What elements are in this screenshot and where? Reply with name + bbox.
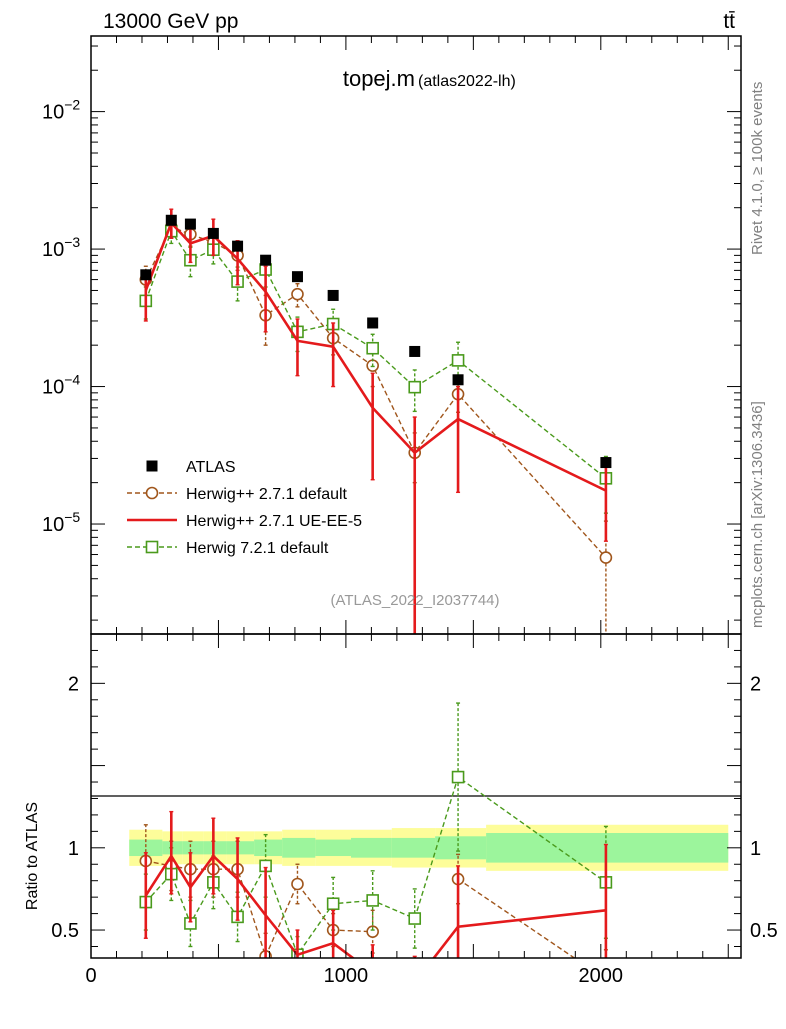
ratio-series-0-line-1 [457, 878, 576, 958]
header-energy-label: 13000 GeV pp [103, 10, 238, 33]
header-process-label: tt̄ [723, 10, 735, 33]
legend-marker-1 [145, 486, 159, 500]
ratio-panel-series [139, 702, 613, 958]
atlas-point-1 [165, 214, 177, 226]
ratio-series-0-point-6 [291, 877, 304, 891]
atlas-point-6 [291, 271, 303, 283]
legend-item-3: Herwig 7.2.1 default [127, 540, 329, 557]
ratio-y-axis-label: Ratio to ATLAS [24, 802, 41, 910]
main-y-tick-exponent-0: −2 [64, 97, 80, 113]
atlas-point-5 [260, 254, 272, 266]
ratio-panel-frame [90, 633, 742, 959]
atlas-point-2 [184, 218, 196, 230]
atlas-point-3 [207, 227, 219, 239]
ratio-series-1 [143, 810, 608, 958]
legend-label-1: Herwig++ 2.7.1 default [186, 486, 348, 503]
legend-item-1: Herwig++ 2.7.1 default [127, 486, 348, 503]
ratio-y-tick-label-right-2: 0.5 [750, 920, 778, 942]
ratio-series-2-point-9 [408, 912, 422, 925]
atlas-point-0 [140, 269, 152, 281]
atlas-data-points [140, 214, 612, 469]
ratio-uncertainty-bands [129, 824, 729, 871]
legend-item-0: ATLAS [146, 459, 236, 476]
ratio-y-tick-label-left-1: 1 [68, 838, 79, 860]
main-series-0-point-6 [291, 287, 304, 301]
ratio-series-0-point-8 [366, 925, 379, 938]
main-y-tick-label-2: 10−4 [42, 372, 80, 399]
main-series-2-point-10 [451, 354, 465, 367]
legend-marker-0 [146, 460, 158, 472]
ratio-y-tick-label-right-1: 1 [750, 838, 761, 860]
legend-label-0: ATLAS [186, 459, 236, 476]
rivet-version-label: Rivet 4.1.0, ≥ 100k events [749, 82, 766, 255]
plot-subtitle: (atlas2022-lh) [418, 73, 516, 90]
main-y-tick-exponent-2: −4 [64, 372, 80, 388]
ratio-band-stat-8 [351, 837, 392, 858]
ratio-band-stat-9 [391, 837, 436, 858]
ratio-series-2-point-10 [451, 770, 465, 784]
mcplots-url-label: mcplots.cern.ch [arXiv:1306.3436] [749, 401, 766, 628]
ratio-band-stat-6 [282, 837, 316, 858]
main-y-tick-exponent-1: −3 [64, 234, 80, 250]
legend: ATLAS Herwig++ 2.7.1 default Herwig++ 2.7.… [127, 459, 362, 557]
ratio-band-stat-7 [315, 839, 351, 857]
ratio-series-2-point-7 [326, 897, 340, 911]
ratio-y-tick-label-left-0: 2 [68, 673, 79, 695]
axis-ticks [90, 36, 741, 958]
atlas-point-8 [367, 317, 379, 329]
main-y-tick-label-0: 10−2 [42, 97, 80, 124]
x-tick-label-0: 0 [85, 965, 96, 987]
ratio-band-stat-10 [435, 836, 487, 860]
main-series-2-point-8 [366, 341, 379, 355]
plot-title: topej.m [343, 66, 415, 91]
ratio-y-tick-label-right-0: 2 [750, 673, 761, 695]
analysis-id-label: (ATLAS_2022_I2037744) [330, 592, 499, 609]
atlas-point-9 [409, 345, 421, 357]
legend-label-2: Herwig++ 2.7.1 UE-EE-5 [186, 513, 362, 530]
main-series-0-point-11 [599, 551, 613, 564]
ratio-band-stat-0 [129, 839, 163, 857]
legend-label-3: Herwig 7.2.1 default [186, 540, 329, 557]
atlas-point-4 [232, 240, 244, 252]
atlas-point-7 [327, 289, 339, 301]
legend-item-2: Herwig++ 2.7.1 UE-EE-5 [127, 513, 362, 530]
main-series-1-line-0 [144, 220, 607, 492]
main-series-0-line-0 [145, 226, 607, 559]
ratio-series-2-point-8 [366, 894, 379, 907]
ratio-series-1-line-0 [144, 853, 607, 958]
ratio-band-stat-2 [182, 841, 204, 855]
ratio-series-2-line-0 [145, 775, 607, 957]
ratio-band-stat-5 [254, 839, 283, 857]
main-series-2-point-9 [408, 380, 422, 394]
legend-marker-3 [145, 540, 159, 554]
atlas-point-10 [452, 374, 464, 386]
main-series-2-line-0 [145, 229, 607, 479]
main-y-tick-label-1: 10−3 [42, 234, 80, 261]
atlas-point-11 [600, 457, 612, 469]
x-tick-label-2: 2000 [579, 965, 624, 987]
main-y-tick-exponent-3: −5 [64, 509, 80, 525]
ratio-y-tick-label-left-2: 0.5 [51, 920, 79, 942]
main-y-tick-label-3: 10−5 [42, 509, 80, 536]
ratio-band-stat-4 [226, 841, 255, 855]
x-tick-label-1: 1000 [324, 965, 369, 987]
